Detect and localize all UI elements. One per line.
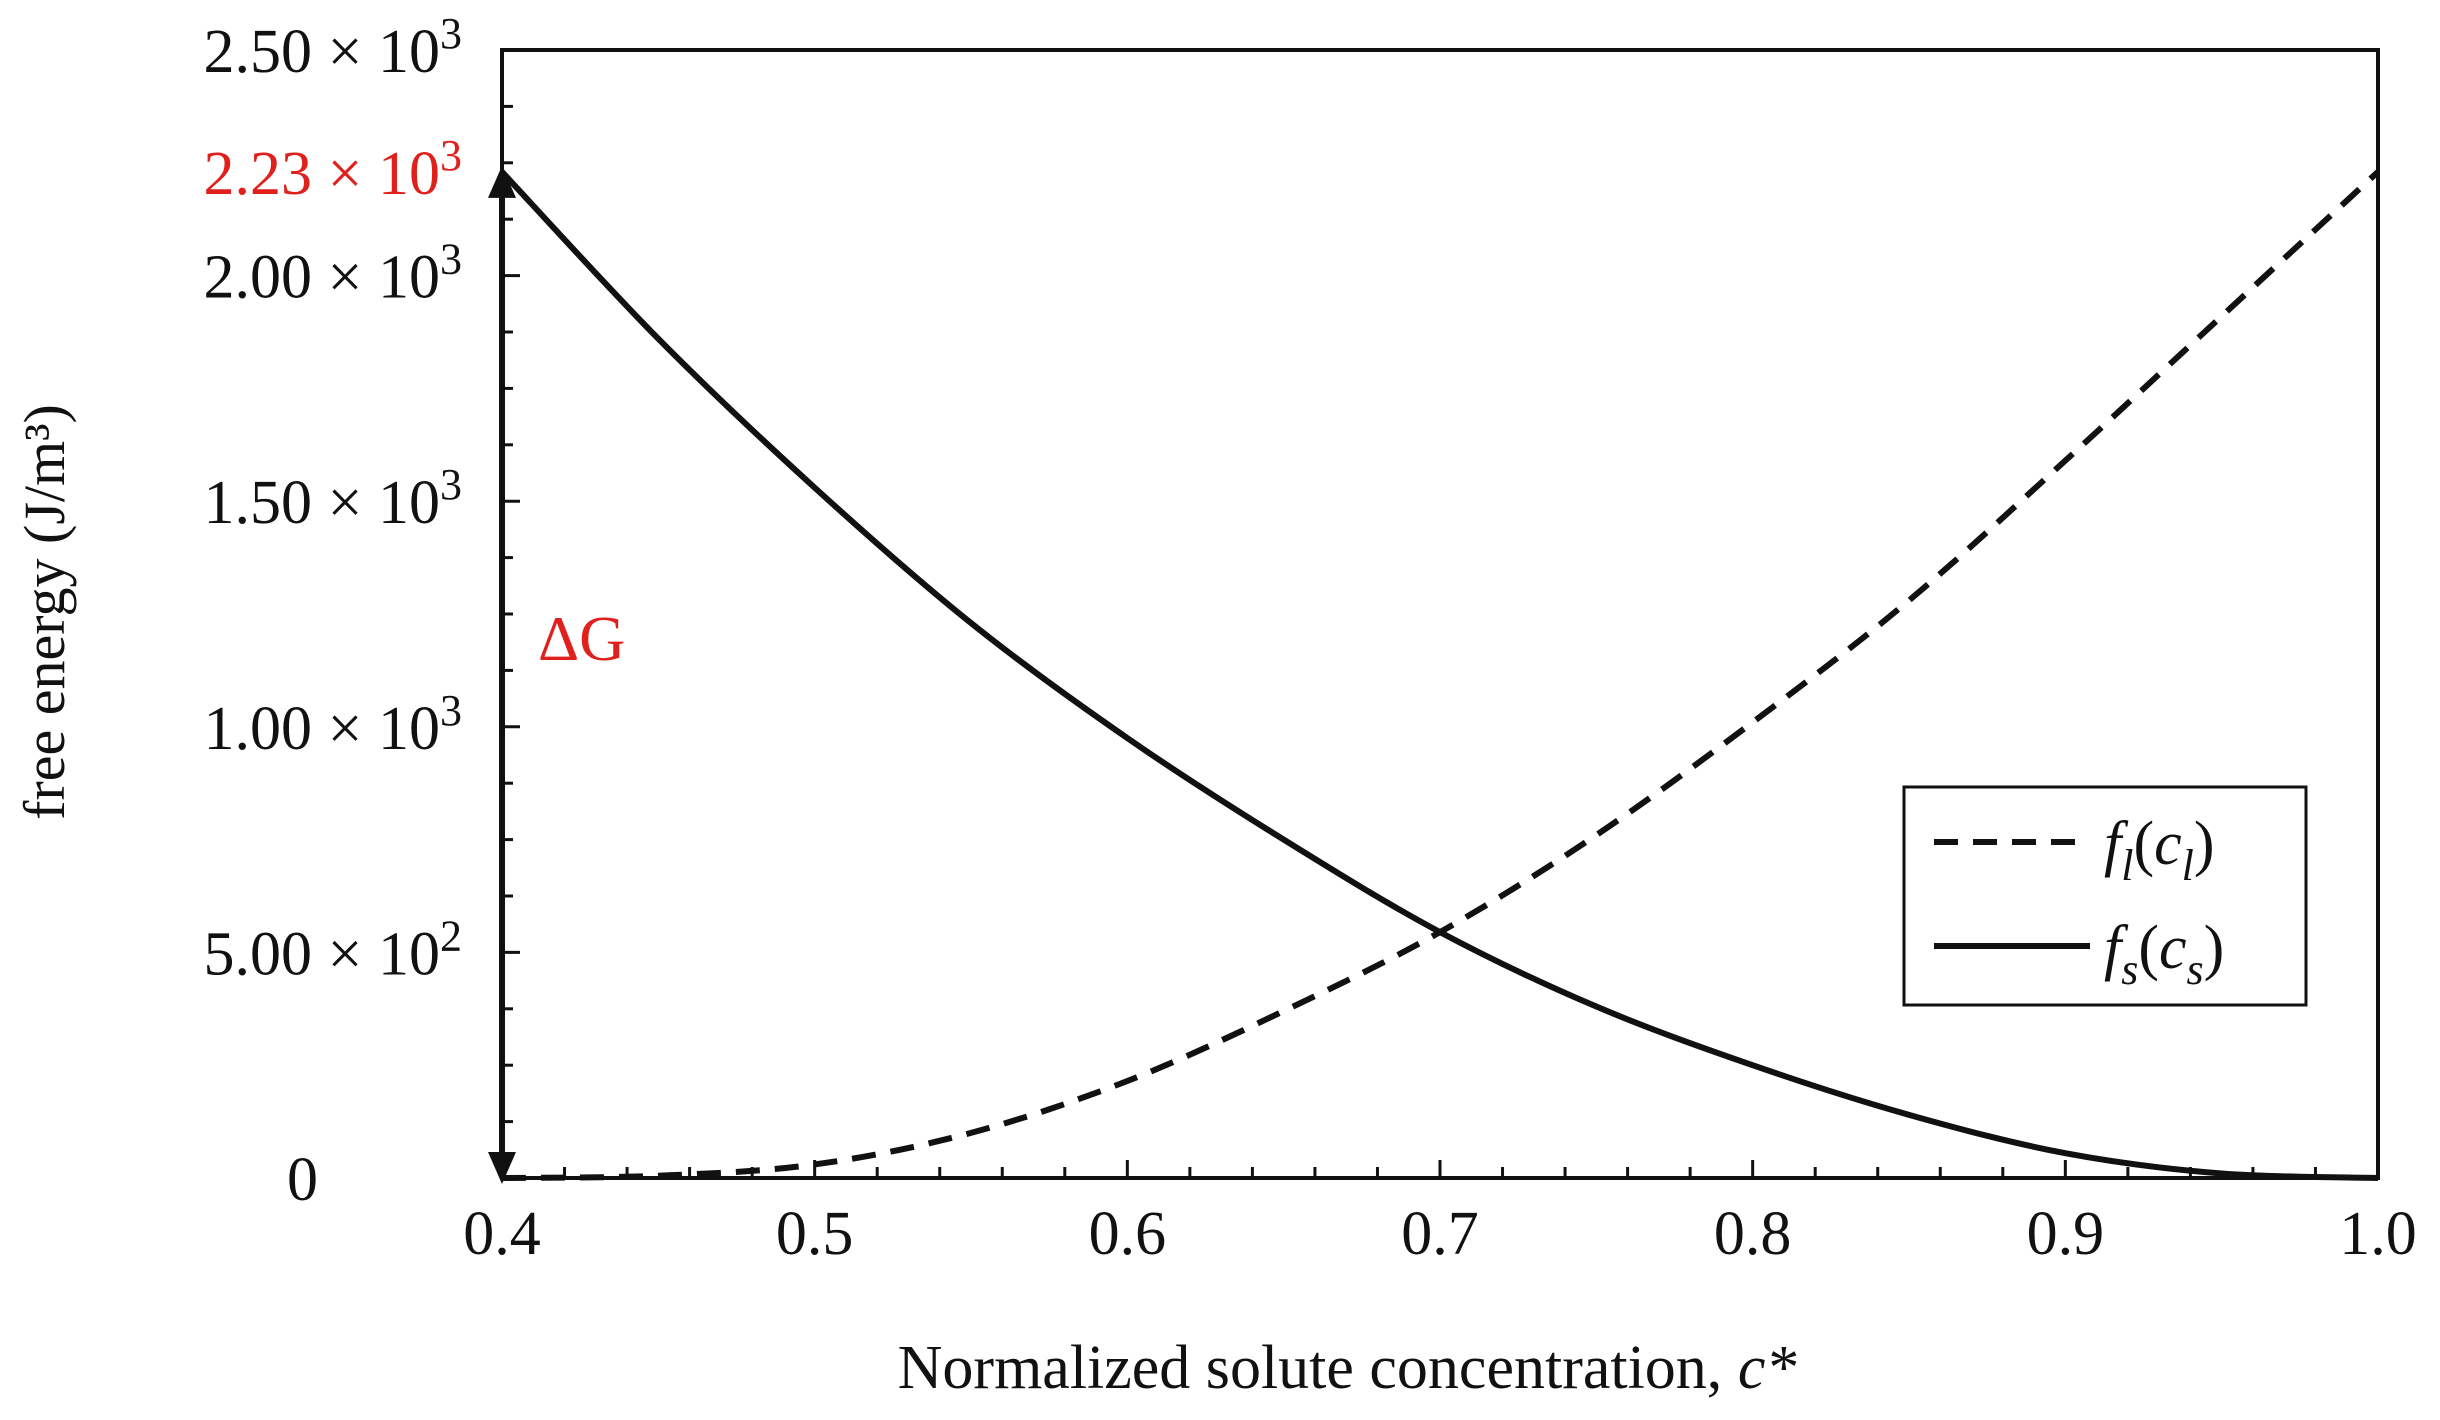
y-tick-label: 5.00 × 102: [204, 911, 462, 988]
legend-label-s: fs(cs): [2104, 914, 2224, 994]
legend-label-l: fl(cl): [2104, 810, 2215, 890]
series-line-s: [499, 169, 2379, 1181]
y-axis-label: free energy (J/m³): [12, 404, 77, 820]
x-tick-label: 0.6: [1089, 1200, 1167, 1268]
y-tick-label: 2.50 × 103: [204, 9, 462, 86]
y-tick-label-mantissa: 2.00 × 10: [204, 244, 440, 312]
x-axis-label-text: Normalized solute concentration,: [898, 1334, 1738, 1402]
annotation-layer: ΔG: [488, 165, 625, 1184]
tick-marks: [502, 104, 2317, 1178]
y-tick-label-mantissa: 1.50 × 10: [204, 469, 440, 537]
y-tick-label: 0: [287, 1146, 318, 1214]
y-tick-label-mantissa: 5.00 × 10: [204, 920, 440, 988]
y-tick-label-exponent: 3: [440, 460, 462, 509]
y-tick-label: 1.00 × 103: [204, 686, 462, 763]
series-layer: [499, 169, 2381, 1181]
legend: fl(cl) fs(cs): [1902, 785, 2308, 1007]
y-tick-label-highlight: 2.23 × 103: [204, 131, 462, 208]
x-axis-label: Normalized solute concentration, c*: [898, 1334, 1797, 1402]
y-tick-label-exponent: 3: [440, 235, 462, 284]
x-axis-label-variable: c*: [1738, 1334, 1797, 1402]
y-tick-label-exponent: 2: [440, 911, 462, 960]
x-tick-label: 0.9: [2027, 1200, 2105, 1268]
x-tick-label: 0.7: [1401, 1200, 1479, 1268]
y-tick-label: 1.50 × 103: [204, 460, 462, 537]
y-tick-label-mantissa: 2.50 × 10: [204, 18, 440, 86]
plot-frame: [500, 48, 2380, 1180]
y-tick-label-highlight-exponent: 3: [440, 131, 462, 180]
y-tick-label: 2.00 × 103: [204, 235, 462, 312]
y-tick-label-highlight-mantissa: 2.23 × 10: [204, 140, 440, 208]
x-tick-labels: 0.4 0.5 0.6 0.7 0.8 0.9 1.0: [463, 1200, 2417, 1268]
x-tick-label: 0.4: [463, 1200, 541, 1268]
x-tick-label: 0.8: [1714, 1200, 1792, 1268]
y-tick-label-mantissa: 1.00 × 10: [204, 695, 440, 763]
legend-box: [1902, 785, 2308, 1007]
x-tick-label: 0.5: [776, 1200, 854, 1268]
y-tick-label-exponent: 3: [440, 686, 462, 735]
delta-g-label: ΔG: [538, 603, 625, 674]
x-tick-label: 1.0: [2339, 1200, 2417, 1268]
series-line-l: [501, 169, 2381, 1181]
y-tick-label-exponent: 3: [440, 9, 462, 58]
